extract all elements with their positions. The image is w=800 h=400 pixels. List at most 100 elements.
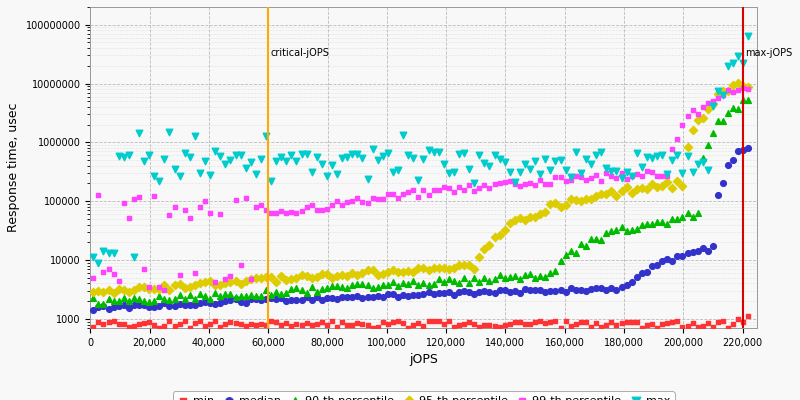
90-th percentile <box>661 220 674 227</box>
95-th percentile <box>194 280 206 286</box>
max <box>488 152 501 158</box>
95-th percentile <box>635 184 648 191</box>
95-th percentile <box>158 282 171 288</box>
99-th percentile <box>351 195 364 201</box>
95-th percentile <box>534 211 546 217</box>
min <box>458 321 470 328</box>
99-th percentile <box>127 196 140 202</box>
min <box>102 319 115 326</box>
median <box>133 302 146 308</box>
95-th percentile <box>254 274 267 281</box>
median <box>554 286 567 293</box>
99-th percentile <box>315 207 328 213</box>
max <box>727 60 740 66</box>
min <box>579 319 592 326</box>
min <box>620 319 633 326</box>
99-th percentile <box>559 178 572 184</box>
median <box>356 294 369 301</box>
95-th percentile <box>615 188 628 194</box>
95-th percentile <box>346 270 358 277</box>
99-th percentile <box>564 177 577 183</box>
95-th percentile <box>661 179 674 185</box>
median <box>630 274 643 280</box>
median <box>468 290 481 297</box>
95-th percentile <box>427 264 440 271</box>
median <box>290 296 303 303</box>
90-th percentile <box>336 284 349 290</box>
min <box>494 324 506 330</box>
min <box>407 322 420 329</box>
median <box>615 284 628 290</box>
min <box>382 320 394 327</box>
max <box>122 152 135 158</box>
min <box>610 321 623 328</box>
90-th percentile <box>478 275 490 281</box>
95-th percentile <box>377 270 390 277</box>
90-th percentile <box>209 290 222 296</box>
90-th percentile <box>462 280 475 286</box>
99-th percentile <box>224 272 237 279</box>
max <box>468 180 481 186</box>
99-th percentile <box>473 184 486 191</box>
max <box>473 151 486 158</box>
99-th percentile <box>174 272 186 278</box>
95-th percentile <box>691 116 704 123</box>
min <box>168 323 181 330</box>
99-th percentile <box>300 204 313 210</box>
90-th percentile <box>392 282 405 289</box>
max <box>224 157 237 163</box>
max <box>656 152 669 158</box>
90-th percentile <box>306 283 318 290</box>
95-th percentile <box>122 289 135 295</box>
90-th percentile <box>118 295 130 301</box>
95-th percentile <box>290 275 303 281</box>
min <box>696 323 709 329</box>
99-th percentile <box>148 193 161 199</box>
max <box>138 158 150 164</box>
95-th percentile <box>488 234 501 240</box>
max <box>412 177 425 184</box>
median <box>224 296 237 303</box>
max <box>214 152 226 159</box>
90-th percentile <box>133 296 146 302</box>
90-th percentile <box>229 294 242 300</box>
90-th percentile <box>290 285 303 291</box>
99-th percentile <box>453 184 466 190</box>
min <box>524 321 537 328</box>
90-th percentile <box>163 297 176 304</box>
99-th percentile <box>280 210 293 216</box>
90-th percentile <box>732 106 745 112</box>
max <box>204 172 217 178</box>
median <box>570 287 582 293</box>
90-th percentile <box>554 258 567 264</box>
median <box>514 290 526 296</box>
min <box>503 321 516 328</box>
min <box>417 323 430 329</box>
95-th percentile <box>432 265 445 272</box>
median <box>275 295 288 301</box>
95-th percentile <box>265 274 278 280</box>
99-th percentile <box>168 203 181 210</box>
max <box>641 154 654 160</box>
Text: max-jOPS: max-jOPS <box>745 48 792 58</box>
median <box>234 299 247 305</box>
median <box>666 258 678 264</box>
max <box>676 169 689 176</box>
90-th percentile <box>280 290 293 296</box>
90-th percentile <box>488 276 501 282</box>
max <box>422 147 435 153</box>
min <box>174 321 186 328</box>
min <box>559 318 572 324</box>
95-th percentile <box>397 269 410 275</box>
90-th percentile <box>214 293 226 299</box>
90-th percentile <box>671 216 684 222</box>
90-th percentile <box>620 228 633 234</box>
90-th percentile <box>386 279 399 286</box>
max <box>447 168 460 175</box>
99-th percentile <box>122 214 135 221</box>
95-th percentile <box>168 282 181 288</box>
max <box>229 152 242 159</box>
max <box>295 151 308 157</box>
90-th percentile <box>514 276 526 283</box>
max <box>712 88 725 94</box>
